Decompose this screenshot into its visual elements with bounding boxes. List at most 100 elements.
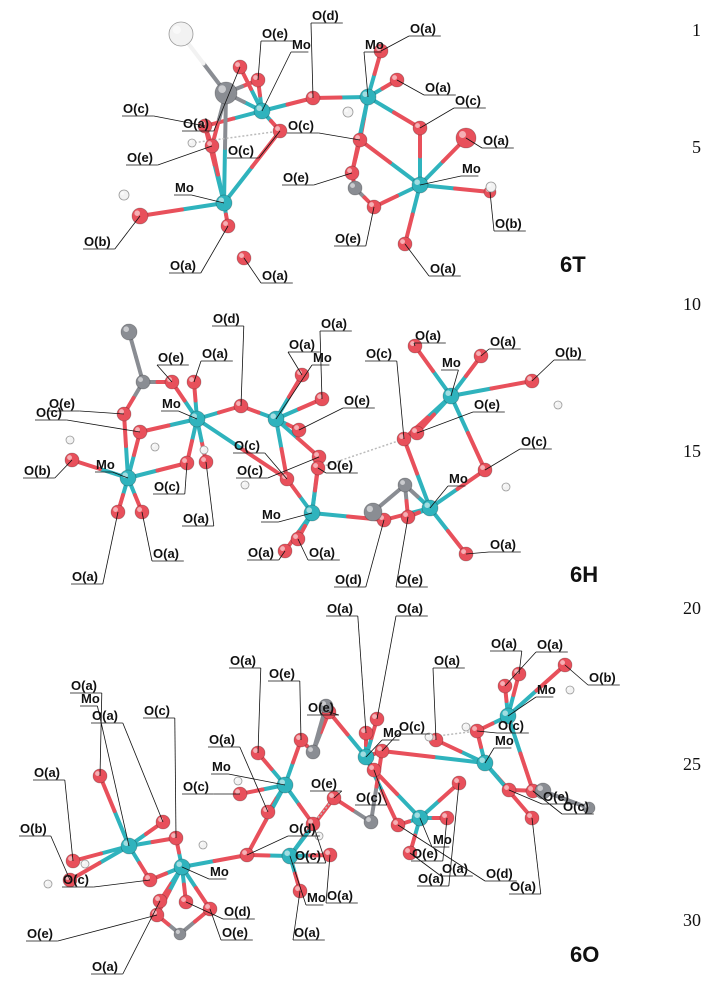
- line-number: 1: [692, 20, 701, 40]
- bond: [240, 447, 289, 481]
- atom-label: O(c): [455, 93, 481, 108]
- atom-label: O(a): [510, 879, 536, 894]
- label-leader-line: [257, 40, 262, 81]
- atom-highlight: [403, 512, 408, 517]
- atom-label: O(d): [312, 8, 339, 23]
- atom-label: O(e): [27, 926, 53, 941]
- label-leader-line: [66, 419, 141, 433]
- label-leader-line: [185, 901, 224, 920]
- label-leader-line: [396, 360, 405, 440]
- atom-label: O(c): [563, 799, 589, 814]
- label-leader-line: [178, 410, 198, 420]
- label-leader-line: [465, 137, 483, 149]
- atom-highlight: [200, 842, 204, 845]
- atom-label: O(c): [183, 779, 209, 794]
- atom-label: O(e): [49, 396, 75, 411]
- c-atom: [347, 180, 363, 196]
- h-atom: [150, 442, 160, 452]
- atom-highlight: [189, 140, 193, 144]
- atom-highlight: [242, 482, 246, 485]
- label-leader-line: [156, 364, 173, 383]
- atom-label: O(a): [491, 636, 517, 651]
- atom-label: O(a): [537, 637, 563, 652]
- atom-label: O(a): [262, 268, 288, 283]
- atom-highlight: [317, 394, 322, 399]
- atom-label: O(a): [410, 21, 436, 36]
- atom-label: O(d): [224, 904, 251, 919]
- h-atom: [553, 400, 563, 410]
- atom-highlight: [412, 428, 417, 433]
- atom-highlight: [377, 746, 382, 751]
- atom-label: O(c): [399, 719, 425, 734]
- atom-highlight: [360, 751, 367, 757]
- atom-highlight: [119, 409, 125, 414]
- atom-label: O(e): [543, 789, 569, 804]
- atom-highlight: [279, 779, 286, 785]
- atom-label: O(c): [228, 143, 254, 158]
- atom-label: O(d): [289, 821, 316, 836]
- atom-highlight: [355, 135, 360, 140]
- atom-label: Mo: [212, 759, 231, 774]
- atom-highlight: [329, 793, 334, 798]
- atom-highlight: [376, 46, 381, 51]
- label-leader-line: [476, 730, 498, 734]
- atom-label: O(a): [327, 601, 353, 616]
- atom-label: O(a): [71, 678, 97, 693]
- h-atom: [80, 859, 90, 869]
- h-atom: [565, 685, 575, 695]
- h-atom: [485, 181, 497, 193]
- atom-label: O(a): [483, 133, 509, 148]
- atom-highlight: [207, 141, 212, 146]
- line-number: 5: [692, 137, 701, 157]
- atom-highlight: [152, 444, 156, 447]
- atom-label: Mo: [365, 37, 384, 52]
- label-leader-line: [246, 835, 289, 856]
- h-atom: [65, 435, 75, 445]
- atom-label: O(e): [283, 170, 309, 185]
- label-leader-line: [181, 866, 210, 880]
- atom-label: O(c): [288, 118, 314, 133]
- atom-highlight: [218, 85, 226, 93]
- label-leader-line: [209, 908, 222, 941]
- label-leader-line: [239, 746, 269, 813]
- atom-label: O(e): [158, 350, 184, 365]
- atom-highlight: [476, 351, 481, 356]
- h-atom: [168, 21, 194, 47]
- atom-highlight: [293, 534, 298, 539]
- c-atom: [135, 374, 151, 390]
- atom-label: Mo: [292, 37, 311, 52]
- atom-label: O(a): [415, 328, 441, 343]
- atom-label: Mo: [307, 890, 326, 905]
- atom-highlight: [399, 434, 404, 439]
- label-leader-line: [333, 790, 343, 799]
- label-leader-line: [397, 824, 486, 882]
- atom-highlight: [500, 681, 505, 686]
- atom-label: O(b): [20, 821, 47, 836]
- atom-highlight: [393, 820, 398, 825]
- label-leader-line: [325, 854, 331, 904]
- atom-label: O(a): [327, 888, 353, 903]
- atom-label: O(a): [183, 511, 209, 526]
- atom-label: O(b): [589, 670, 616, 685]
- atom-highlight: [67, 455, 73, 460]
- atom-highlight: [480, 465, 485, 470]
- label-leader-line: [141, 511, 153, 562]
- label-leader-line: [448, 782, 460, 887]
- label-leader-line: [200, 225, 229, 274]
- atom-label: O(e): [335, 231, 361, 246]
- atom-label: O(c): [237, 463, 263, 478]
- h-atom: [461, 722, 471, 732]
- structure-title: 6O: [570, 942, 599, 967]
- atom-label: O(c): [498, 718, 524, 733]
- atom-highlight: [182, 458, 187, 463]
- label-leader-line: [275, 364, 313, 420]
- atom-label: Mo: [383, 725, 402, 740]
- label-leader-line: [191, 194, 225, 204]
- c-atom: [120, 323, 138, 341]
- atom-highlight: [68, 856, 74, 861]
- atom-highlight: [275, 126, 280, 131]
- atom-label: Mo: [537, 682, 556, 697]
- label-leader-line: [261, 51, 292, 112]
- atom-highlight: [472, 726, 477, 731]
- h-atom: [199, 445, 209, 455]
